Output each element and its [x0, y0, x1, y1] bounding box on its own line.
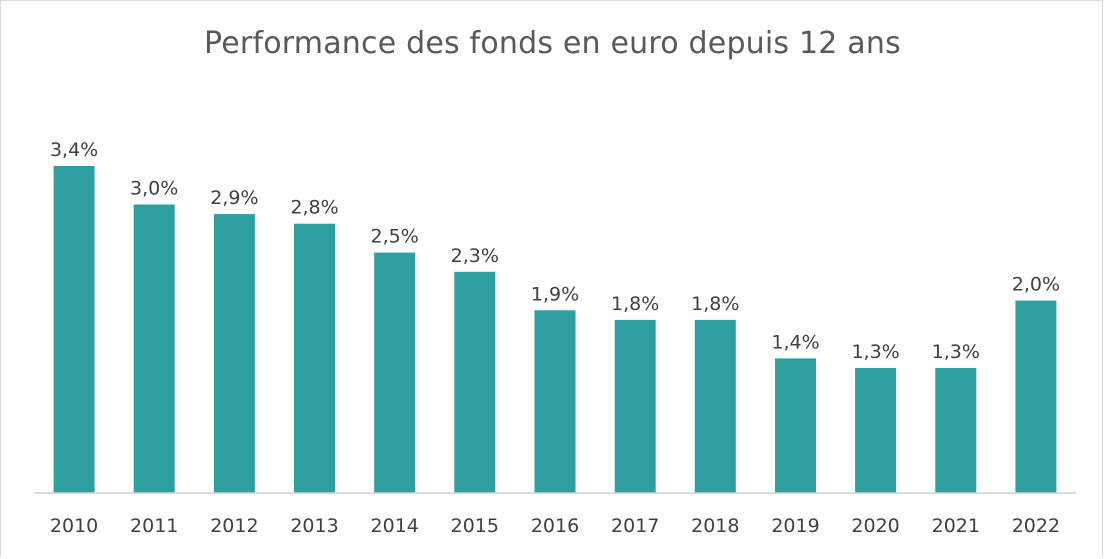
data-label-2021: 1,3% [932, 341, 980, 363]
x-tick-label-2010: 2010 [50, 515, 98, 537]
data-label-2012: 2,9% [210, 187, 258, 209]
bar-2021 [935, 368, 977, 493]
x-tick-label-2014: 2014 [371, 515, 419, 537]
bar-2014 [374, 252, 416, 493]
bar-2010 [53, 166, 95, 493]
data-label-2020: 1,3% [851, 341, 899, 363]
x-tick-label-2015: 2015 [451, 515, 499, 537]
bar-2018 [694, 319, 736, 493]
data-label-2011: 3,0% [130, 178, 178, 200]
x-tick-label-2022: 2022 [1012, 515, 1060, 537]
data-labels-group: 3,4% 3,0% 2,9% 2,8% 2,5% 2,3% 1,9% 1,8% 1,8% 1,4%… [50, 139, 1060, 363]
x-tick-label-2017: 2017 [611, 515, 659, 537]
data-label-2016: 1,9% [531, 283, 579, 305]
bar-2012 [213, 214, 255, 493]
bar-2015 [454, 271, 496, 493]
x-tick-label-2016: 2016 [531, 515, 579, 537]
bar-2017 [614, 319, 656, 493]
bar-2011 [133, 204, 175, 493]
data-label-2019: 1,4% [771, 331, 819, 353]
tick-labels-group: 2010 2011 2012 2013 2014 2015 2016 2017 2018 2019… [50, 515, 1060, 537]
x-tick-label-2020: 2020 [851, 515, 899, 537]
data-label-2015: 2,3% [451, 245, 499, 267]
data-label-2017: 1,8% [611, 293, 659, 315]
data-label-2014: 2,5% [371, 226, 419, 248]
bar-2013 [294, 223, 335, 493]
data-label-2018: 1,8% [691, 293, 739, 315]
bar-2022 [1015, 300, 1057, 493]
bar-2019 [775, 358, 816, 493]
x-tick-label-2012: 2012 [210, 515, 258, 537]
x-tick-label-2021: 2021 [932, 515, 980, 537]
data-label-2022: 2,0% [1012, 274, 1060, 296]
x-tick-label-2011: 2011 [130, 515, 178, 537]
bars-group [53, 166, 1057, 493]
x-tick-label-2018: 2018 [691, 515, 739, 537]
data-label-2010: 3,4% [50, 139, 98, 161]
x-tick-label-2013: 2013 [290, 515, 338, 537]
x-tick-label-2019: 2019 [771, 515, 819, 537]
bar-2020 [855, 368, 897, 493]
bar-2016 [534, 310, 576, 493]
chart-title: Performance des fonds en euro depuis 12 … [204, 26, 901, 61]
data-label-2013: 2,8% [290, 197, 338, 219]
